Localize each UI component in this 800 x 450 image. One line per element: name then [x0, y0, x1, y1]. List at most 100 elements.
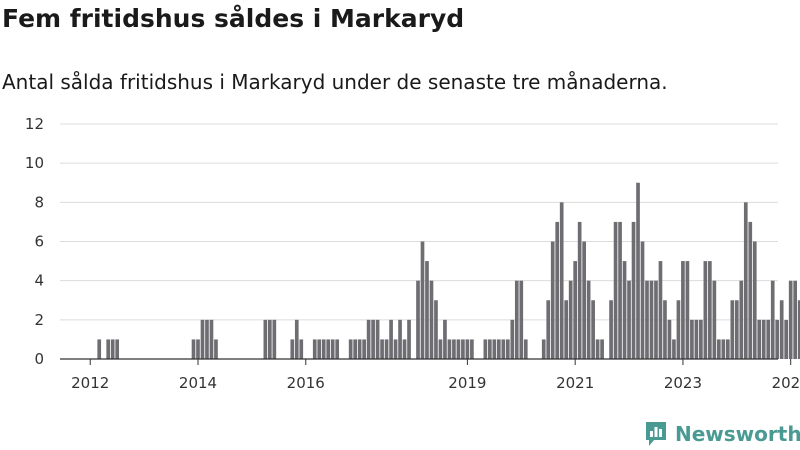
- bar: [568, 280, 573, 359]
- bar: [456, 339, 461, 359]
- bar: [672, 339, 676, 359]
- x-tick-label: 2019: [448, 374, 486, 392]
- bar: [330, 339, 335, 359]
- bar: [766, 319, 771, 359]
- bar: [317, 339, 322, 359]
- bar: [357, 339, 362, 359]
- bar: [505, 339, 510, 359]
- y-axis-ticks: 0 2 4 6 8 10 12: [25, 115, 44, 368]
- bar: [461, 339, 465, 359]
- bar: [752, 241, 757, 359]
- bar: [519, 280, 524, 359]
- bar: [209, 319, 214, 359]
- bar: [371, 319, 375, 359]
- y-tick-label: 12: [25, 115, 44, 133]
- chart-subtitle: Antal sålda fritidshus i Markaryd under …: [2, 70, 668, 94]
- bar: [712, 280, 717, 359]
- bar: [272, 319, 277, 359]
- x-tick-label: 2021: [556, 374, 594, 392]
- bar: [366, 319, 371, 359]
- bar: [681, 261, 685, 359]
- bar: [407, 319, 411, 359]
- bar: [200, 319, 205, 359]
- bar: [721, 339, 726, 359]
- bar: [501, 339, 506, 359]
- bar: [708, 261, 712, 359]
- bar: [631, 221, 636, 359]
- bar: [725, 339, 730, 359]
- bar: [546, 300, 551, 359]
- bar: [393, 339, 398, 359]
- bar: [654, 280, 658, 359]
- bar: [115, 339, 120, 359]
- bar: [618, 221, 622, 359]
- bar: [389, 319, 393, 359]
- bar: [290, 339, 295, 359]
- bar: [591, 300, 595, 359]
- bar: [559, 202, 564, 359]
- bar: [582, 241, 586, 359]
- bar: [429, 280, 434, 359]
- bar: [743, 202, 748, 359]
- chart-title: Fem fritidshus såldes i Markaryd: [2, 4, 465, 33]
- bar: [779, 300, 784, 359]
- bar: [523, 339, 528, 359]
- bar: [263, 319, 268, 359]
- bar: [380, 339, 384, 359]
- newsworthy-logo-icon: [646, 422, 666, 446]
- bar: [299, 339, 304, 359]
- bar: [609, 300, 613, 359]
- bar: [784, 319, 789, 359]
- bar: [514, 280, 519, 359]
- bar: [573, 261, 577, 359]
- bar: [761, 319, 766, 359]
- x-tick-label: 2016: [287, 374, 325, 392]
- bar: [191, 339, 196, 359]
- bar: [577, 221, 582, 359]
- bar: [703, 261, 708, 359]
- bar: [110, 339, 115, 359]
- bar: [416, 280, 420, 359]
- bar: [586, 280, 591, 359]
- bar: [447, 339, 452, 359]
- bar: [465, 339, 470, 359]
- bar: [550, 241, 555, 359]
- bar: [420, 241, 425, 359]
- bar: [667, 319, 672, 359]
- bar: [312, 339, 317, 359]
- bar: [555, 221, 560, 359]
- x-tick-label: 2012: [71, 374, 109, 392]
- bar: [375, 319, 380, 359]
- bar: [645, 280, 649, 359]
- x-tick-label: 2023: [664, 374, 702, 392]
- y-tick-label: 2: [34, 311, 44, 329]
- bar: [438, 339, 443, 359]
- bar: [797, 300, 800, 359]
- y-tick-label: 0: [34, 350, 44, 368]
- bar: [196, 339, 200, 359]
- bar: [294, 319, 299, 359]
- x-axis-ticks: 2012 2014 2016 2019 2021 2023 2025: [71, 359, 800, 392]
- bar: [384, 339, 389, 359]
- bar: [496, 339, 501, 359]
- bar: [690, 319, 694, 359]
- bar: [676, 300, 681, 359]
- bar: [739, 280, 744, 359]
- bar: [734, 300, 739, 359]
- bar: [425, 261, 429, 359]
- bar: [788, 280, 793, 359]
- bar: [595, 339, 600, 359]
- bar: [335, 339, 340, 359]
- bar: [613, 221, 618, 359]
- x-tick-label: 2014: [179, 374, 217, 392]
- bar: [541, 339, 546, 359]
- bar: [658, 261, 663, 359]
- bar: [640, 241, 645, 359]
- bar: [97, 339, 102, 359]
- bar: [649, 280, 654, 359]
- bar: [326, 339, 331, 359]
- brand-name: Newsworthy: [675, 422, 800, 446]
- bars: [97, 182, 800, 359]
- bar: [470, 339, 474, 359]
- bar: [627, 280, 631, 359]
